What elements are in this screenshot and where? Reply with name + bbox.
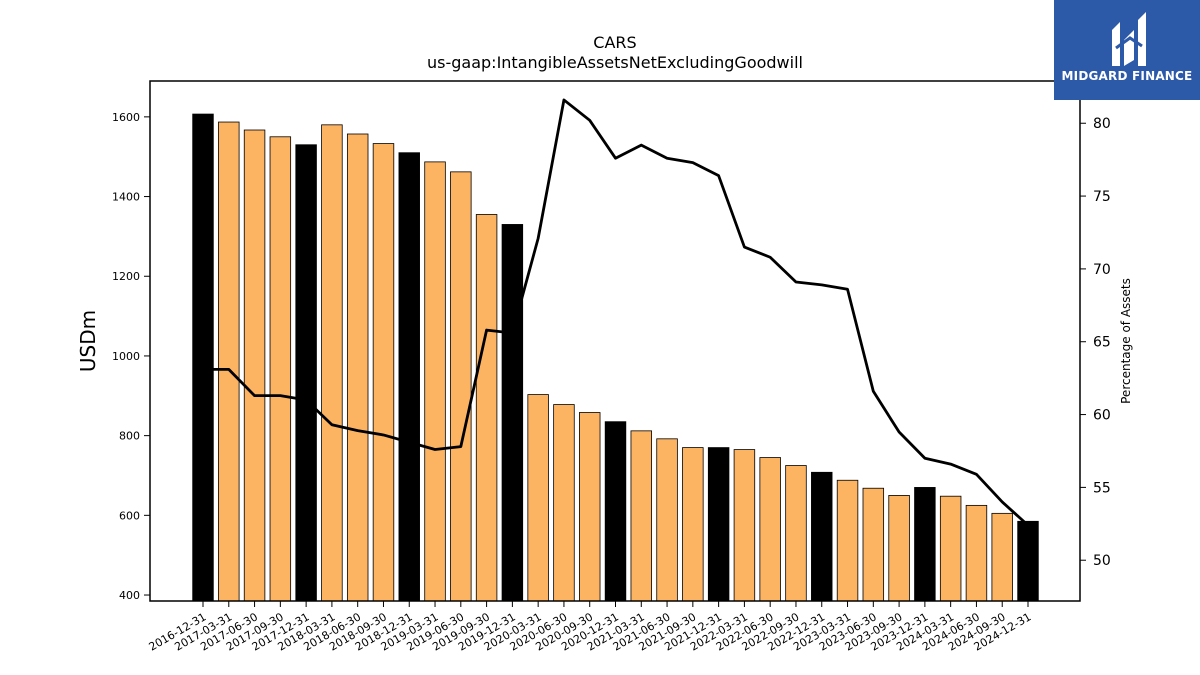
bar-2017-06-30 <box>243 129 266 602</box>
bar-2022-06-30 <box>759 457 781 602</box>
y-tick-label: 1200 <box>112 270 140 283</box>
bar-2018-09-30 <box>372 143 395 602</box>
bar-2021-09-30 <box>682 447 704 602</box>
bar-2024-09-30 <box>991 512 1013 602</box>
bar-2024-12-31 <box>1017 520 1039 602</box>
y2-tick-label: 70 <box>1093 262 1111 278</box>
bar-2023-03-31 <box>836 479 859 602</box>
bar-2017-09-30 <box>269 136 292 602</box>
logo-text: MIDGARD FINANCE <box>1061 69 1193 83</box>
y-tick-label: 400 <box>119 589 140 602</box>
bar-2019-09-30 <box>475 214 498 602</box>
bar-2022-09-30 <box>785 465 807 602</box>
y-tick-label: 600 <box>119 509 140 522</box>
bar-2017-03-31 <box>218 121 240 602</box>
bar-2019-12-31 <box>501 224 524 602</box>
line-group <box>203 98 1029 527</box>
y2-tick-label: 65 <box>1093 335 1111 351</box>
y-axis-right: 50 55 60 65 70 75 80 <box>1080 116 1111 569</box>
bar-2023-12-31 <box>914 487 936 602</box>
bar-2021-06-30 <box>656 438 678 602</box>
y2-tick-label: 50 <box>1093 553 1111 569</box>
bar-2021-12-31 <box>707 447 730 602</box>
bar-2019-06-30 <box>450 171 472 602</box>
bar-2024-06-30 <box>965 504 988 602</box>
brand-logo: MIDGARD FINANCE <box>1054 0 1200 100</box>
bar-2023-09-30 <box>888 495 910 602</box>
y2-tick-label: 75 <box>1093 189 1111 205</box>
bar-2022-03-31 <box>733 449 756 602</box>
percentage-line <box>203 98 1029 527</box>
bar-2017-12-31 <box>295 144 317 602</box>
x-axis: 2016-12-312017-03-312017-06-302017-09-30… <box>147 601 1034 654</box>
y2-tick-label: 60 <box>1093 408 1111 424</box>
y-tick-label: 1600 <box>112 111 140 124</box>
y-axis-label: USDm <box>76 310 100 372</box>
bar-2021-03-31 <box>630 430 652 602</box>
y-axis-left: 400 600 800 1000 1200 1400 1600 <box>112 111 150 602</box>
y-tick-label: 800 <box>119 430 140 443</box>
y-tick-label: 1400 <box>112 191 140 204</box>
logo-mark-icon <box>1112 12 1146 66</box>
y-tick-label: 1000 <box>112 350 140 363</box>
bar-2020-06-30 <box>553 404 575 602</box>
bar-2020-12-31 <box>604 421 627 602</box>
bar-2020-09-30 <box>579 412 601 602</box>
chart-subtitle: us-gaap:IntangibleAssetsNetExcludingGood… <box>427 53 803 72</box>
bar-2024-03-31 <box>939 495 962 602</box>
y2-axis-label: Percentage of Assets <box>1119 278 1133 404</box>
bar-group <box>192 113 1039 602</box>
bar-2022-12-31 <box>811 471 833 602</box>
bar-2016-12-31 <box>192 113 214 602</box>
bar-2019-03-31 <box>424 161 446 602</box>
bar-2018-03-31 <box>321 124 343 602</box>
bar-2018-06-30 <box>346 133 369 602</box>
chart-title: CARS <box>593 33 636 52</box>
bar-2018-12-31 <box>398 152 420 602</box>
bar-2023-06-30 <box>862 487 885 602</box>
bar-2020-03-31 <box>527 394 549 602</box>
y2-tick-label: 55 <box>1093 480 1111 496</box>
y2-tick-label: 80 <box>1093 116 1111 132</box>
